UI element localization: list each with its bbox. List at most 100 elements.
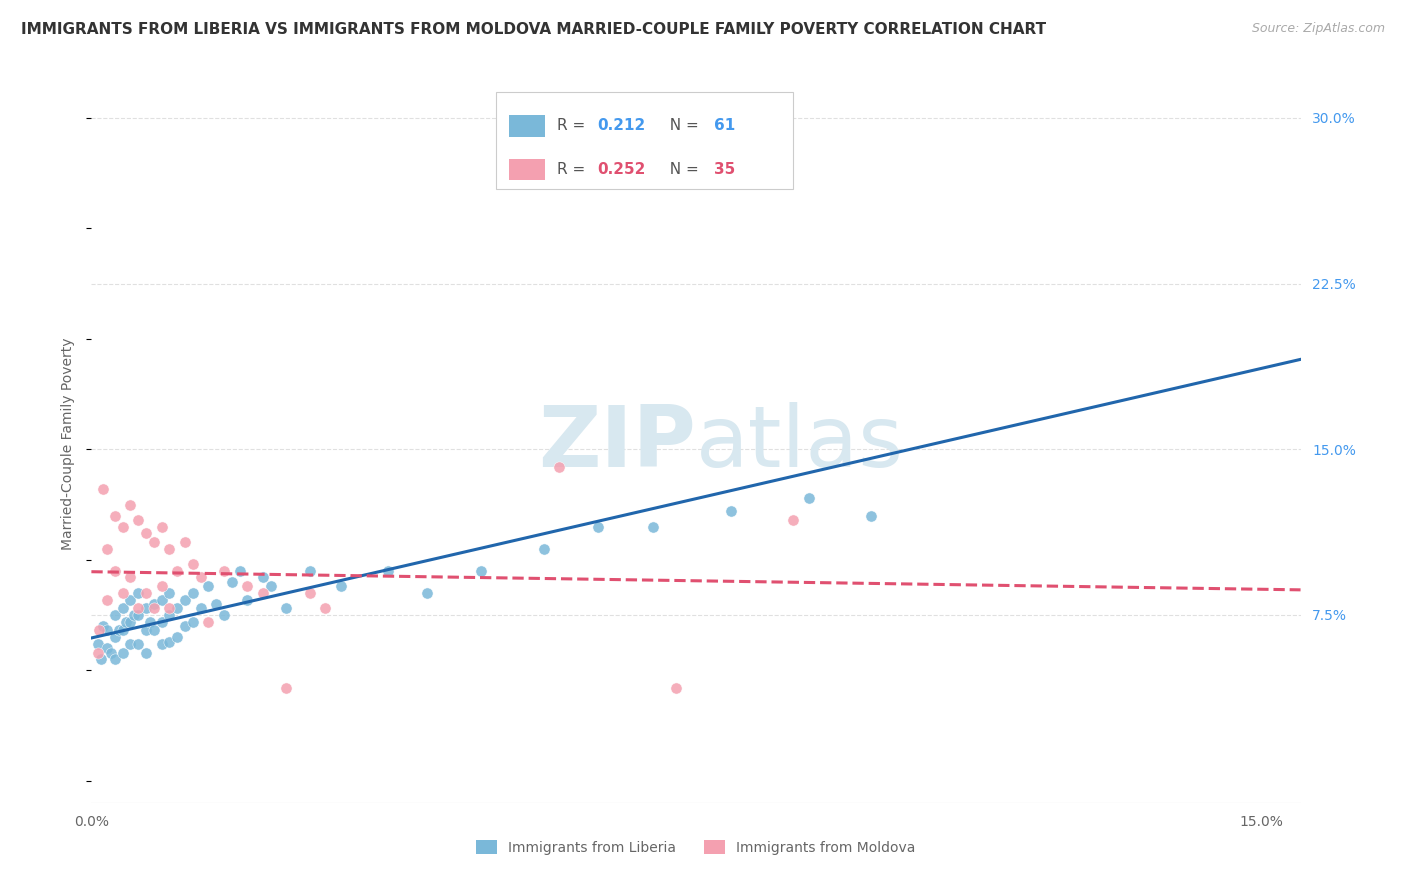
Point bbox=[96, 641, 118, 656]
Point bbox=[111, 624, 134, 638]
Point bbox=[104, 607, 127, 622]
Point bbox=[111, 646, 134, 660]
Point bbox=[314, 601, 336, 615]
Point bbox=[104, 508, 127, 523]
Text: 35: 35 bbox=[714, 162, 735, 177]
Text: IMMIGRANTS FROM LIBERIA VS IMMIGRANTS FROM MOLDOVA MARRIED-COUPLE FAMILY POVERTY: IMMIGRANTS FROM LIBERIA VS IMMIGRANTS FR… bbox=[21, 22, 1046, 37]
Text: N =: N = bbox=[659, 119, 703, 133]
Point bbox=[533, 541, 555, 556]
Point bbox=[782, 513, 804, 527]
Point bbox=[548, 460, 571, 475]
FancyBboxPatch shape bbox=[509, 159, 544, 180]
Point bbox=[150, 519, 173, 533]
Point bbox=[90, 652, 112, 666]
Point bbox=[181, 586, 204, 600]
Point bbox=[157, 541, 180, 556]
Point bbox=[720, 504, 742, 518]
Point bbox=[298, 586, 321, 600]
Point bbox=[127, 601, 149, 615]
Point bbox=[260, 579, 283, 593]
Point bbox=[252, 586, 274, 600]
Point bbox=[212, 564, 235, 578]
Point bbox=[96, 592, 118, 607]
Point bbox=[181, 615, 204, 629]
Point bbox=[135, 526, 157, 541]
Point bbox=[330, 579, 353, 593]
Point bbox=[120, 592, 142, 607]
Point bbox=[111, 601, 134, 615]
Point bbox=[135, 586, 157, 600]
Point bbox=[127, 586, 149, 600]
Point bbox=[665, 681, 688, 695]
Point bbox=[135, 646, 157, 660]
Point bbox=[197, 579, 219, 593]
Point bbox=[470, 564, 492, 578]
Point bbox=[96, 541, 118, 556]
FancyBboxPatch shape bbox=[509, 115, 544, 136]
Point bbox=[142, 601, 165, 615]
Text: Source: ZipAtlas.com: Source: ZipAtlas.com bbox=[1251, 22, 1385, 36]
Text: 0.212: 0.212 bbox=[596, 119, 645, 133]
Point bbox=[111, 519, 134, 533]
Point bbox=[157, 607, 180, 622]
Point bbox=[157, 586, 180, 600]
Point bbox=[124, 607, 146, 622]
Point bbox=[228, 564, 250, 578]
Text: R =: R = bbox=[557, 119, 591, 133]
Point bbox=[135, 601, 157, 615]
Point bbox=[104, 564, 127, 578]
Point bbox=[276, 681, 298, 695]
Point bbox=[252, 570, 274, 584]
Point bbox=[150, 615, 173, 629]
Point bbox=[86, 637, 108, 651]
Point bbox=[127, 637, 149, 651]
Point bbox=[174, 619, 197, 633]
Point bbox=[377, 564, 399, 578]
Legend: Immigrants from Liberia, Immigrants from Moldova: Immigrants from Liberia, Immigrants from… bbox=[471, 835, 921, 861]
Point bbox=[181, 557, 204, 571]
Point bbox=[86, 646, 108, 660]
Point bbox=[89, 624, 111, 638]
Point bbox=[174, 535, 197, 549]
Point bbox=[190, 601, 212, 615]
Point bbox=[276, 601, 298, 615]
Text: atlas: atlas bbox=[696, 402, 904, 485]
Point bbox=[135, 624, 157, 638]
Point bbox=[641, 519, 664, 533]
Point bbox=[157, 634, 180, 648]
Point bbox=[120, 637, 142, 651]
Point bbox=[190, 570, 212, 584]
Point bbox=[104, 630, 127, 644]
Point bbox=[416, 586, 439, 600]
Point bbox=[91, 619, 114, 633]
Text: N =: N = bbox=[659, 162, 703, 177]
Point bbox=[174, 592, 197, 607]
Point bbox=[120, 615, 142, 629]
Point bbox=[197, 615, 219, 629]
Point bbox=[205, 597, 228, 611]
Point bbox=[157, 601, 180, 615]
Point bbox=[298, 564, 321, 578]
Point bbox=[166, 564, 188, 578]
Point bbox=[166, 630, 188, 644]
Point bbox=[142, 535, 165, 549]
Point bbox=[166, 601, 188, 615]
Text: ZIP: ZIP bbox=[538, 402, 696, 485]
Point bbox=[96, 624, 118, 638]
Text: 0.252: 0.252 bbox=[596, 162, 645, 177]
Point bbox=[212, 607, 235, 622]
Point bbox=[120, 570, 142, 584]
Point bbox=[111, 586, 134, 600]
Point bbox=[91, 482, 114, 496]
Point bbox=[236, 579, 259, 593]
Point bbox=[139, 615, 162, 629]
Point bbox=[236, 592, 259, 607]
Point bbox=[127, 513, 149, 527]
Point bbox=[797, 491, 820, 505]
Point bbox=[142, 624, 165, 638]
Point bbox=[127, 607, 149, 622]
Point bbox=[150, 637, 173, 651]
Point bbox=[100, 646, 122, 660]
Point bbox=[150, 579, 173, 593]
Point bbox=[221, 574, 243, 589]
